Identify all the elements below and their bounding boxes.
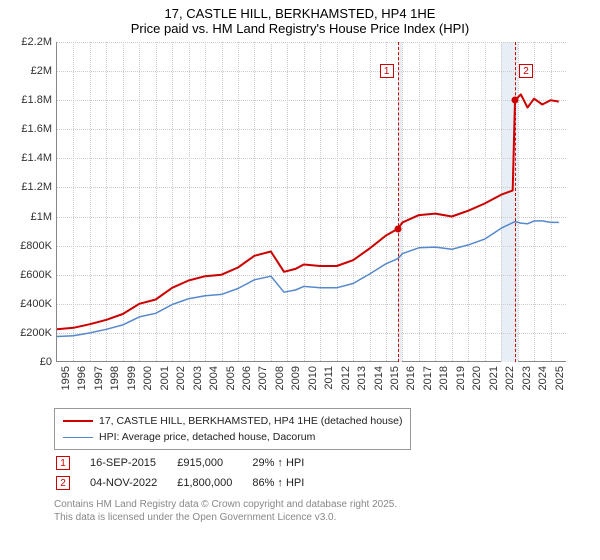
x-tick-label: 2023	[521, 366, 533, 390]
table-row: 1 16-SEP-2015£915,00029% ↑ HPI	[56, 454, 322, 472]
y-tick-label: £200K	[8, 327, 52, 339]
x-tick-label: 2014	[373, 366, 385, 390]
x-tick-label: 2019	[455, 366, 467, 390]
x-tick-label: 2024	[537, 366, 549, 390]
sale-date: 16-SEP-2015	[90, 454, 175, 472]
x-tick-label: 2002	[175, 366, 187, 390]
x-tick-label: 1998	[109, 366, 121, 390]
legend-item: 17, CASTLE HILL, BERKHAMSTED, HP4 1HE (d…	[63, 413, 402, 429]
x-tick-label: 2000	[142, 366, 154, 390]
sale-date: 04-NOV-2022	[90, 474, 175, 492]
x-tick-label: 2016	[405, 366, 417, 390]
chart-container: 17, CASTLE HILL, BERKHAMSTED, HP4 1HE Pr…	[0, 0, 600, 560]
x-tick-label: 2021	[488, 366, 500, 390]
x-tick-label: 2010	[307, 366, 319, 390]
footer-line1: Contains HM Land Registry data © Crown c…	[54, 498, 397, 511]
x-tick-label: 2011	[323, 366, 335, 390]
legend-swatch	[63, 420, 93, 422]
series-line-hpi	[57, 221, 559, 337]
x-tick-label: 2003	[192, 366, 204, 390]
x-tick-label: 2007	[257, 366, 269, 390]
x-tick-label: 1999	[126, 366, 138, 390]
legend-item: HPI: Average price, detached house, Daco…	[63, 429, 402, 445]
sale-number-badge: 1	[56, 456, 70, 470]
y-tick-label: £0	[8, 356, 52, 368]
legend-label: HPI: Average price, detached house, Daco…	[99, 431, 315, 443]
x-tick-label: 1997	[93, 366, 105, 390]
title-block: 17, CASTLE HILL, BERKHAMSTED, HP4 1HE Pr…	[0, 0, 600, 38]
legend-box: 17, CASTLE HILL, BERKHAMSTED, HP4 1HE (d…	[54, 408, 411, 450]
x-tick-label: 1996	[76, 366, 88, 390]
x-tick-label: 2012	[340, 366, 352, 390]
table-row: 2 04-NOV-2022£1,800,00086% ↑ HPI	[56, 474, 322, 492]
x-tick-label: 2015	[389, 366, 401, 390]
x-tick-label: 2013	[356, 366, 368, 390]
sale-price: £1,800,000	[177, 474, 250, 492]
x-tick-label: 2006	[241, 366, 253, 390]
legend-swatch	[63, 437, 93, 438]
x-tick-label: 2020	[471, 366, 483, 390]
y-tick-label: £2M	[8, 65, 52, 77]
y-tick-label: £600K	[8, 269, 52, 281]
x-tick-label: 2004	[208, 366, 220, 390]
title-subtitle: Price paid vs. HM Land Registry's House …	[0, 21, 600, 36]
sale-price: £915,000	[177, 454, 250, 472]
sale-delta: 29% ↑ HPI	[252, 454, 322, 472]
y-tick-label: £800K	[8, 240, 52, 252]
title-address: 17, CASTLE HILL, BERKHAMSTED, HP4 1HE	[0, 6, 600, 21]
sale-delta: 86% ↑ HPI	[252, 474, 322, 492]
footer-line2: This data is licensed under the Open Gov…	[54, 511, 397, 524]
x-tick-label: 2025	[554, 366, 566, 390]
plot-area: 12	[56, 42, 566, 362]
y-tick-label: £1.4M	[8, 152, 52, 164]
x-tick-label: 2022	[504, 366, 516, 390]
x-tick-label: 2018	[438, 366, 450, 390]
footer-attribution: Contains HM Land Registry data © Crown c…	[54, 498, 397, 524]
y-tick-label: £400K	[8, 298, 52, 310]
x-tick-label: 2005	[225, 366, 237, 390]
line-series-svg	[57, 42, 567, 362]
x-tick-label: 2001	[159, 366, 171, 390]
y-tick-label: £1.2M	[8, 181, 52, 193]
y-tick-label: £1.6M	[8, 123, 52, 135]
sales-table: 1 16-SEP-2015£915,00029% ↑ HPI 2 04-NOV-202…	[54, 452, 324, 494]
x-tick-label: 2009	[290, 366, 302, 390]
x-tick-label: 2008	[274, 366, 286, 390]
x-tick-label: 2017	[422, 366, 434, 390]
y-tick-label: £2.2M	[8, 36, 52, 48]
series-line-price_paid	[57, 94, 559, 329]
x-tick-label: 1995	[60, 366, 72, 390]
y-tick-label: £1.8M	[8, 94, 52, 106]
chart-area: 12 £0 £200K £400K £600K £800K £1M £1.2M £1.4M £1…	[8, 42, 568, 402]
sale-number-badge: 2	[56, 476, 70, 490]
legend-label: 17, CASTLE HILL, BERKHAMSTED, HP4 1HE (d…	[99, 415, 402, 427]
y-tick-label: £1M	[8, 211, 52, 223]
